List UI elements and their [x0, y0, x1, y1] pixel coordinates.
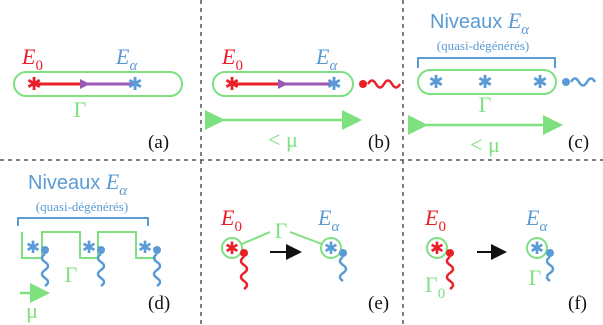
transition-arrow-icon: [278, 79, 288, 89]
quasi-degenerate-label: (quasi-dégénérés): [36, 199, 128, 214]
level-cross-icon: ✱: [82, 238, 96, 257]
panel-f: E0 Eα ✱ ✱ Γ0 Γ (f): [424, 205, 587, 314]
gamma-envelope: [212, 71, 354, 97]
niveaux-label: Niveaux Eα: [430, 8, 530, 38]
photon-source-icon: [359, 80, 367, 88]
level-group-brace: [17, 217, 149, 226]
photon-wave-icon: [545, 255, 555, 283]
gamma-envelope: [320, 237, 342, 259]
quasi-degenerate-label: (quasi-dégénérés): [437, 38, 529, 53]
level-ea-cross-icon: ✱: [326, 74, 341, 94]
gamma-envelope: [221, 237, 243, 259]
level-ea-cross-icon: ✱: [324, 239, 338, 258]
coupling-network: [21, 231, 156, 259]
gamma-connector: [241, 231, 271, 245]
panel-label-e: (e): [368, 293, 389, 314]
gamma-envelope: [526, 237, 548, 259]
level-e0-cross-icon: ✱: [26, 74, 41, 94]
niveaux-label: Niveaux Eα: [28, 169, 128, 199]
photon-source-icon: [546, 249, 554, 257]
gamma-label: Γ: [479, 92, 492, 117]
level-cross-icon: ✱: [428, 72, 443, 92]
panel-label-a: (a): [148, 132, 169, 153]
e0-label: E0: [21, 44, 43, 74]
panel-b: E0 Eα ✱ ✱ < μ (b): [205, 44, 402, 153]
level-e0-cross-icon: ✱: [224, 74, 239, 94]
photon-wave-icon: [152, 252, 162, 288]
transition-arrow-icon: [80, 79, 90, 89]
level-e0-cross-icon: ✱: [430, 239, 444, 258]
panel-e: E0 Eα Γ ✱ ✱ (e): [220, 205, 389, 314]
ea-label: Eα: [115, 44, 138, 74]
photon-source-icon: [97, 246, 105, 254]
photon-source-icon: [446, 249, 454, 257]
level-cross-icon: ✱: [532, 72, 547, 92]
panel-label-b: (b): [368, 132, 390, 153]
photon-source-icon: [562, 78, 570, 86]
level-ea-cross-icon: ✱: [127, 74, 142, 94]
gamma-connector: [289, 231, 323, 245]
photon-wave-icon: [96, 252, 106, 288]
photon-wave-icon: [445, 255, 455, 291]
e0-label: E0: [221, 44, 243, 74]
photon-wave-icon: [40, 252, 50, 288]
level-cross-icon: ✱: [26, 238, 40, 257]
photon-source-icon: [41, 246, 49, 254]
ea-label: Eα: [315, 44, 338, 74]
panel-label-c: (c): [568, 132, 589, 153]
e0-label: E0: [220, 205, 242, 235]
panel-label-d: (d): [148, 293, 170, 314]
photon-source-icon: [339, 249, 347, 257]
gamma-label: Γ: [65, 262, 78, 287]
gamma-envelope: [417, 69, 557, 95]
level-cross-icon: ✱: [477, 72, 492, 92]
photon-wave-icon: [239, 255, 249, 291]
panel-c: Niveaux Eα (quasi-dégénérés) ✱ ✱ ✱ Γ < μ…: [408, 8, 597, 157]
less-mu-label: < μ: [470, 132, 500, 157]
gamma-label: Γ: [74, 97, 87, 122]
panel-a: E0 Eα ✱ ✱ Γ (a): [13, 44, 183, 153]
gamma-label: Γ: [275, 218, 288, 243]
gamma0-label: Γ0: [425, 272, 445, 302]
photon-source-icon: [153, 246, 161, 254]
gamma-envelope: [13, 71, 183, 97]
photon-wave-icon: [569, 77, 597, 87]
ea-label: Eα: [317, 205, 340, 235]
ea-label: Eα: [525, 205, 548, 235]
mu-label: μ: [26, 298, 38, 323]
panel-label-f: (f): [568, 293, 587, 314]
e0-label: E0: [424, 205, 446, 235]
level-cross-icon: ✱: [138, 238, 152, 257]
photon-wave-icon: [338, 255, 348, 283]
level-e0-cross-icon: ✱: [225, 239, 239, 258]
less-mu-label: < μ: [268, 127, 298, 152]
gamma-envelope: [426, 237, 448, 259]
photon-source-icon: [240, 249, 248, 257]
photon-wave-icon: [366, 79, 402, 89]
level-ea-cross-icon: ✱: [530, 239, 544, 258]
gamma-label: Γ: [529, 265, 542, 290]
panel-d: Niveaux Eα (quasi-dégénérés) ✱ ✱ ✱ Γ μ (…: [17, 169, 170, 323]
level-group-brace: [417, 57, 556, 68]
